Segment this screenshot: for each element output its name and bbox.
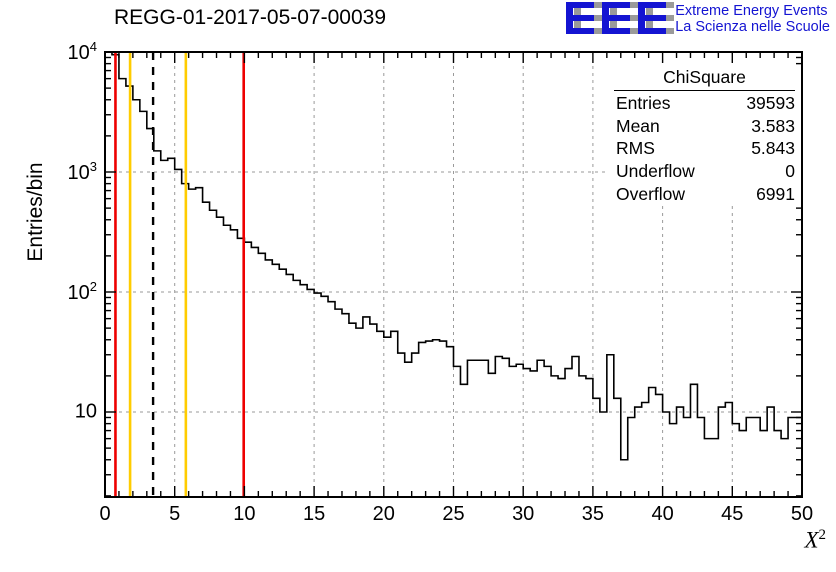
x-tick-label: 40: [651, 503, 674, 525]
eee-logo-letters-icon: [566, 2, 675, 36]
stats-row-key: RMS: [616, 138, 655, 159]
stats-row: Mean 3.583: [608, 115, 801, 138]
x-tick-label: 30: [512, 503, 535, 525]
stats-row: Entries 39593: [608, 92, 801, 115]
x-tick-label: 50: [790, 503, 814, 525]
histogram-curve: [105, 52, 802, 461]
x-axis-title-sup: 2: [818, 527, 827, 543]
y-tick-label: 10: [74, 400, 97, 423]
stats-row-key: Mean: [616, 115, 660, 136]
stats-row-key: Underflow: [616, 160, 695, 181]
eee-logo: Extreme Energy Events La Scienza nelle S…: [566, 2, 830, 36]
logo-e-front-1-icon: [566, 2, 595, 34]
stats-row: RMS 5.843: [608, 137, 801, 160]
x-tick-label: 45: [721, 503, 744, 525]
logo-e-front-3-icon: [638, 2, 667, 34]
stats-box: ChiSquare Entries 39593 Mean 3.583 RMS 5.843 U…: [608, 66, 801, 206]
x-tick-label: 0: [99, 503, 111, 525]
logo-e-front-2-icon: [602, 2, 631, 34]
x-tick-label: 25: [442, 503, 465, 525]
stats-row-value: 3.583: [751, 115, 795, 136]
x-tick-label: 5: [169, 503, 181, 525]
page-title: REGG-01-2017-05-07-00039: [114, 6, 386, 29]
stats-row: Overflow 6991: [608, 183, 801, 206]
stats-row-value: 39593: [746, 93, 795, 113]
stats-box-rows: Entries 39593 Mean 3.583 RMS 5.843 Underflow 0 O…: [608, 92, 801, 205]
stats-row-value: 0: [785, 160, 795, 181]
stats-row-key: Overflow: [616, 183, 686, 204]
y-tick-label: 102: [67, 279, 97, 304]
marker-lines: [114, 52, 246, 497]
y-tick-label: 103: [67, 159, 97, 184]
eee-logo-line-1: Extreme Energy Events: [675, 2, 828, 19]
stats-row-value: 5.843: [751, 138, 795, 159]
stats-box-title: ChiSquare: [614, 66, 795, 91]
y-tick-label: 104: [67, 39, 97, 64]
x-tick-label: 10: [233, 503, 256, 525]
eee-logo-text: Extreme Energy Events La Scienza nelle S…: [675, 3, 830, 35]
stats-row-value: 6991: [756, 183, 795, 204]
x-tick-label: 15: [302, 503, 326, 525]
x-axis-title-base: X: [804, 527, 819, 553]
stats-row-key: Entries: [616, 93, 671, 113]
x-tick-label: 35: [581, 503, 605, 525]
eee-logo-line-2: La Scienza nelle Scuole: [675, 19, 830, 35]
stats-row: Underflow 0: [608, 160, 801, 183]
x-tick-label: 20: [372, 503, 395, 525]
x-axis-title: X2: [804, 527, 826, 554]
